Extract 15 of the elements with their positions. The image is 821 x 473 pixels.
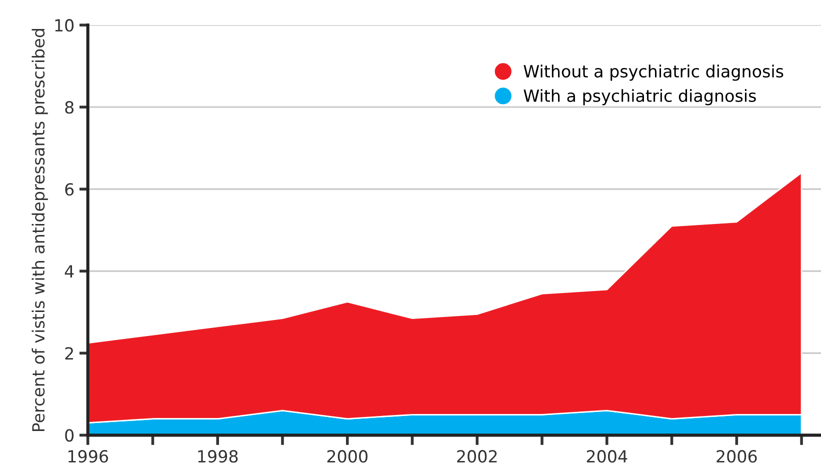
y-tick-label: 4: [64, 265, 74, 278]
x-tick-label: 1998: [198, 450, 238, 463]
x-tick-label: 2002: [457, 450, 497, 463]
legend-label: With a psychiatric diagnosis: [524, 89, 756, 106]
x-tick-label: 1996: [68, 450, 108, 463]
y-tick-label: 2: [65, 347, 73, 360]
y-tick-label: 10: [55, 19, 74, 32]
legend-label: Without a psychiatric diagnosis: [524, 64, 784, 81]
y-axis-title: Percent of vistis with antidepressants prescribed: [32, 29, 48, 432]
y-tick-label: 8: [65, 101, 74, 114]
x-tick-label: 2000: [327, 450, 368, 463]
y-tick-label: 0: [65, 429, 74, 442]
y-tick-label: 6: [65, 183, 74, 196]
x-tick-label: 2004: [586, 450, 628, 463]
x-tick-label: 2006: [716, 450, 757, 463]
